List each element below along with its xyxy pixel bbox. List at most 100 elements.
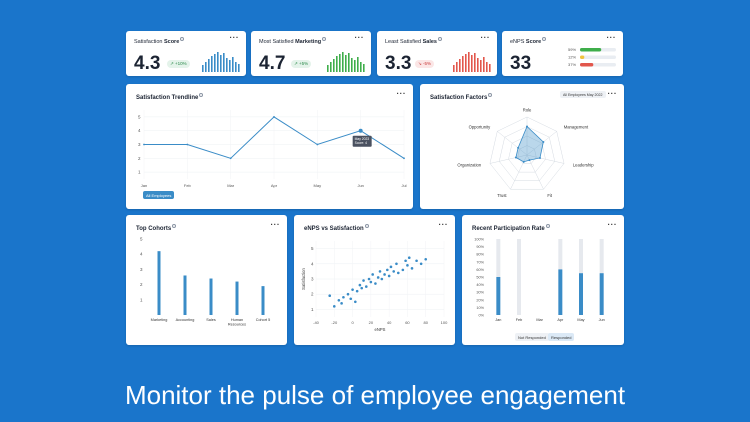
tooltip-score: Score: 4 (355, 141, 367, 145)
info-icon (172, 224, 177, 228)
x-tick-label: 80 (423, 320, 428, 325)
sparkline-bar (229, 60, 231, 72)
scatter-point (419, 262, 423, 266)
filter-chip[interactable]: All Employees May 2022 (560, 91, 606, 98)
more-options-icon[interactable]: ··· (607, 220, 617, 229)
trendline-card: Satisfaction Trendline ··· 1 2 3 4 5 Jan Feb Ma… (126, 84, 413, 209)
radar-point (522, 160, 525, 163)
sparkline-bar (226, 58, 228, 72)
cohorts-bar-chart: 1 2 3 4 5 Marketing Accounting Sales HumanResour… (140, 237, 270, 327)
sparkline-bar (483, 57, 485, 72)
scatter-point (362, 279, 365, 282)
kpi-card-least-satisfied[interactable]: Least Satisfied Sales ··· 3.3 ↘ -5% (377, 31, 497, 76)
sparkline-bar (480, 60, 482, 72)
kpi-value: 33 (510, 53, 532, 74)
kpi-value: 4.3 (134, 53, 161, 74)
x-tick-label: Sales (206, 318, 216, 322)
more-options-icon[interactable]: ··· (606, 33, 616, 42)
trend-point (273, 116, 275, 118)
info-icon (180, 37, 185, 41)
radar-axis (526, 154, 565, 164)
kpi-title: Most Satisfied Marketing (259, 37, 327, 45)
trend-up-icon: ↗ (170, 61, 176, 66)
y-tick-label: 1 (138, 170, 141, 175)
not-responded-bar (517, 239, 521, 315)
y-tick-label: 3 (138, 142, 141, 147)
trend-point (358, 128, 363, 133)
y-tick-label: 30% (476, 291, 484, 295)
radar-point (517, 146, 520, 149)
y-axis-label: Satisfaction (301, 268, 306, 290)
scatter-point (410, 267, 414, 270)
y-tick-label: 5 (138, 114, 141, 119)
scatter-point (395, 262, 398, 266)
x-tick-label: Apr (271, 183, 278, 188)
kpi-card-enps[interactable]: eNPS Score ··· 33 59% 12% 37% (502, 31, 623, 76)
y-tick-label: 80% (476, 253, 484, 257)
responded-bar (599, 273, 604, 315)
enps-row-label: 12% (568, 55, 576, 60)
scatter-point (371, 273, 374, 276)
radar-point (514, 156, 517, 159)
x-tick-label: Accounting (176, 318, 195, 322)
sparkline-bar (471, 55, 473, 72)
more-options-icon[interactable]: ··· (480, 33, 490, 42)
x-tick-label: -40 (313, 320, 320, 325)
sparkline-bar (351, 58, 353, 72)
more-options-icon[interactable]: ··· (229, 33, 239, 42)
x-tick-label: Apr (557, 318, 564, 322)
kpi-value: 4.7 (259, 53, 286, 74)
scatter-point (342, 295, 345, 299)
sparkline-bar (462, 56, 464, 72)
info-icon (542, 37, 547, 41)
tooltip-box (352, 135, 372, 147)
sparkline-bar (354, 60, 356, 72)
x-tick-label: Jul (401, 183, 406, 188)
x-tick-label: 0 (351, 320, 354, 325)
radar-point (528, 159, 531, 162)
factors-radar-chart: Role Management Leadership Fit Trust Organiza… (457, 108, 594, 199)
radar-axis (497, 131, 528, 156)
y-tick-label: 4 (140, 252, 143, 257)
more-options-icon[interactable]: ··· (354, 33, 364, 42)
scatter-card: eNPS vs Satisfaction ··· 1 2 3 4 5 -40 -20 0 20 4… (294, 215, 455, 345)
sparkline-bar (348, 53, 350, 72)
kpi-card-satisfaction[interactable]: Satisfaction Score ··· 4.3 ↗ +10% (126, 31, 246, 76)
radar-axis-label: Role (523, 108, 532, 113)
y-tick-label: 90% (476, 245, 484, 249)
more-options-icon[interactable]: ··· (607, 89, 617, 98)
more-options-icon[interactable]: ··· (270, 220, 280, 229)
legend-responded[interactable]: Responded (548, 333, 575, 341)
x-tick-label: Jun (357, 183, 363, 188)
sparkline-bar (477, 58, 479, 72)
enps-row-bar (580, 55, 585, 59)
y-tick-label: 1 (311, 307, 314, 312)
kpi-sparkline (327, 52, 365, 72)
filter-chip[interactable]: All Employees (143, 191, 175, 199)
y-tick-label: 0% (479, 314, 485, 318)
scatter-point (354, 300, 357, 304)
info-icon (488, 93, 493, 97)
sparkline-bar (208, 59, 210, 72)
kpi-card-most-satisfied[interactable]: Most Satisfied Marketing ··· 4.7 ↗ +5% (251, 31, 371, 76)
cohort-bar (261, 286, 265, 315)
y-tick-label: 3 (140, 267, 143, 272)
scatter-point (386, 268, 389, 272)
sparkline-bar (363, 64, 365, 72)
sparkline-bar (202, 65, 204, 72)
legend-not-responded[interactable]: Not Responded (515, 333, 549, 341)
sparkline-bar (486, 62, 488, 72)
factors-card: Satisfaction Factors All Employees May 2… (420, 84, 624, 209)
more-options-icon[interactable]: ··· (396, 89, 406, 98)
kpi-title: Satisfaction Score (134, 37, 185, 45)
scatter-point (380, 277, 384, 281)
y-tick-label: 5 (311, 246, 314, 251)
radar-axis (526, 131, 557, 156)
scatter-point (340, 302, 343, 305)
radar-point (542, 140, 545, 143)
scatter-point (415, 259, 418, 263)
more-options-icon[interactable]: ··· (438, 220, 448, 229)
not-responded-bar (558, 239, 563, 270)
x-tick-label: 100 (441, 320, 448, 325)
responded-bar (558, 269, 563, 315)
